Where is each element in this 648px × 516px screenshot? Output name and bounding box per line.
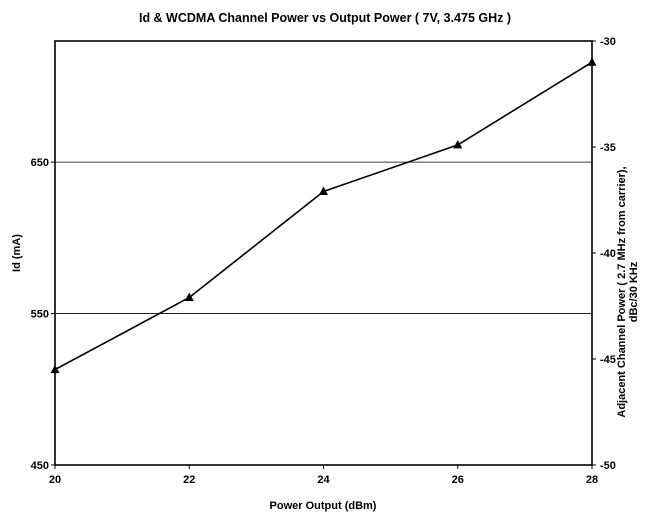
y-axis-label: Id (mA) bbox=[11, 234, 23, 272]
x-tick-label-2: 24 bbox=[317, 474, 330, 486]
data-point-0-0 bbox=[50, 364, 60, 374]
data-point-0-2 bbox=[319, 186, 328, 196]
data-point-0-1 bbox=[184, 292, 194, 302]
series-layer bbox=[50, 57, 597, 374]
y2-axis-label-line2: dBc/30 KHz bbox=[628, 261, 640, 322]
y2-axis-label: Adjacent Channel Power ( 2.7 MHz from ca… bbox=[616, 166, 640, 417]
x-tick-label-3: 26 bbox=[452, 474, 464, 486]
y-tick-label-2: 650 bbox=[31, 157, 49, 169]
x-tick-label-1: 22 bbox=[183, 474, 195, 486]
series-line-0 bbox=[54, 61, 593, 371]
gridlines bbox=[55, 161, 592, 314]
y2-tick-label-1: -35 bbox=[600, 142, 616, 154]
y2-tick-label-4: -50 bbox=[600, 460, 616, 472]
right-axis-ticks: -30 -35 -40 -45 -50 bbox=[592, 36, 616, 472]
y-tick-label-0: 450 bbox=[31, 460, 49, 472]
plot-frame bbox=[54, 40, 593, 466]
y2-axis-label-line1: Adjacent Channel Power ( 2.7 MHz from ca… bbox=[616, 166, 628, 417]
x-tick-label-4: 28 bbox=[586, 474, 598, 486]
x-axis-label: Power Output (dBm) bbox=[270, 500, 377, 512]
data-point-0-3 bbox=[453, 139, 463, 149]
x-axis-ticks: 20 22 24 26 28 bbox=[49, 465, 598, 486]
x-tick-label-0: 20 bbox=[49, 474, 61, 486]
y2-tick-label-0: -30 bbox=[600, 36, 616, 48]
y2-tick-label-2: -40 bbox=[600, 248, 616, 260]
left-axis-ticks: 450 550 650 bbox=[31, 157, 55, 472]
y2-tick-label-3: -45 bbox=[600, 354, 616, 366]
data-point-0-4 bbox=[587, 57, 597, 66]
y-tick-label-1: 550 bbox=[31, 309, 49, 321]
chart-title: Id & WCDMA Channel Power vs Output Power… bbox=[139, 11, 511, 25]
